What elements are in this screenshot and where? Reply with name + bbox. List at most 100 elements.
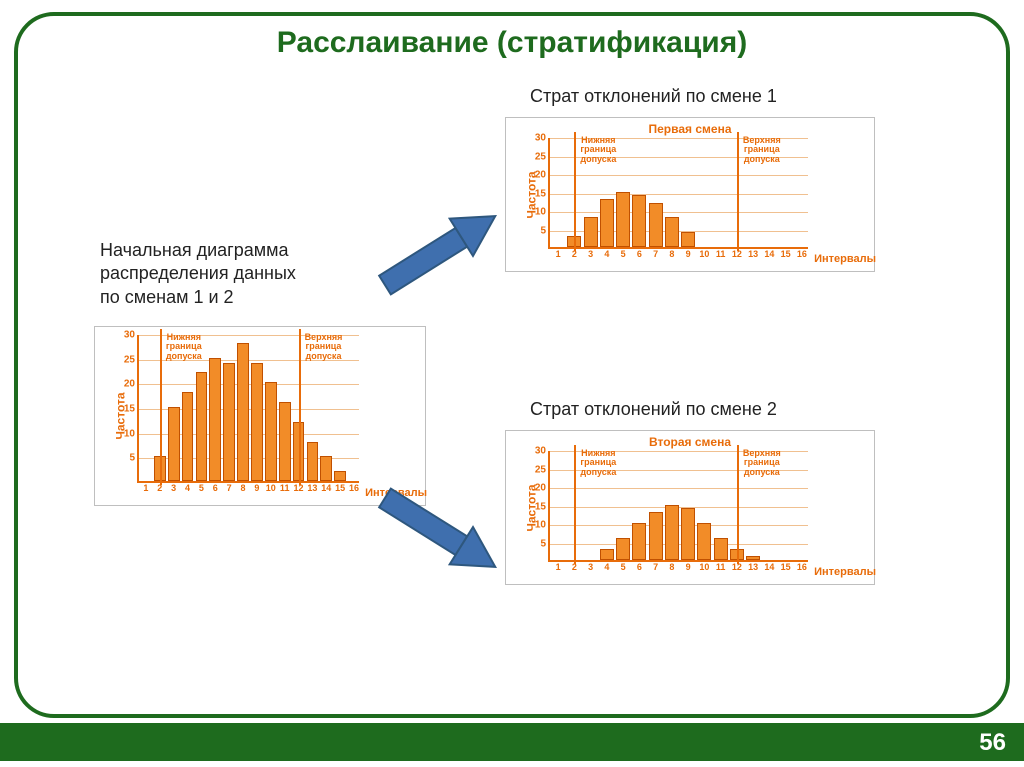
bar bbox=[649, 203, 663, 247]
ytick-label: 25 bbox=[535, 151, 550, 162]
xtick-label: 10 bbox=[266, 481, 276, 493]
bar bbox=[182, 392, 194, 481]
caption-stratum2: Страт отклонений по смене 2 bbox=[530, 398, 777, 421]
xtick-label: 5 bbox=[621, 560, 626, 572]
xtick-label: 5 bbox=[621, 247, 626, 259]
bar bbox=[665, 217, 679, 247]
xtick-label: 10 bbox=[699, 247, 709, 259]
upper-limit-label: Верхняя граница допуска bbox=[743, 449, 781, 477]
gridline bbox=[550, 544, 808, 545]
xtick-label: 9 bbox=[254, 481, 259, 493]
bar bbox=[681, 508, 695, 560]
xtick-label: 6 bbox=[213, 481, 218, 493]
bar bbox=[616, 192, 630, 248]
ytick-label: 30 bbox=[124, 330, 139, 341]
xtick-label: 13 bbox=[748, 560, 758, 572]
ytick-label: 25 bbox=[535, 464, 550, 475]
bar bbox=[307, 442, 319, 481]
bar bbox=[279, 402, 291, 481]
gridline bbox=[550, 175, 808, 176]
upper-limit-line bbox=[299, 329, 301, 485]
xtick-label: 14 bbox=[321, 481, 331, 493]
bar bbox=[681, 232, 695, 247]
lower-limit-label: Нижняя граница допуска bbox=[580, 449, 616, 477]
bar bbox=[714, 538, 728, 560]
xtick-label: 4 bbox=[604, 247, 609, 259]
page-number: 56 bbox=[979, 729, 1006, 757]
xtick-label: 8 bbox=[669, 560, 674, 572]
plot-area: 5101520253012345678910111213141516Нижняя… bbox=[548, 451, 808, 562]
gridline bbox=[550, 194, 808, 195]
xtick-label: 4 bbox=[604, 560, 609, 572]
xtick-label: 15 bbox=[781, 560, 791, 572]
bar bbox=[632, 195, 646, 247]
xtick-label: 13 bbox=[748, 247, 758, 259]
ytick-label: 10 bbox=[535, 207, 550, 218]
bar bbox=[665, 505, 679, 561]
ytick-label: 5 bbox=[129, 453, 139, 464]
gridline bbox=[550, 507, 808, 508]
caption-stratum1: Страт отклонений по смене 1 bbox=[530, 85, 777, 108]
caption-initial: Начальная диаграмма распределения данных… bbox=[100, 239, 296, 309]
bar bbox=[697, 523, 711, 560]
xtick-label: 3 bbox=[588, 560, 593, 572]
histogram-shift1: Первая смена Частота Интервалы 510152025… bbox=[505, 117, 875, 272]
histogram-shift2: Вторая смена Частота Интервалы 510152025… bbox=[505, 430, 875, 585]
bar bbox=[320, 456, 332, 481]
xtick-label: 9 bbox=[686, 247, 691, 259]
xtick-label: 16 bbox=[797, 247, 807, 259]
lower-limit-label: Нижняя граница допуска bbox=[166, 333, 202, 361]
xtick-label: 6 bbox=[637, 247, 642, 259]
lower-limit-label: Нижняя граница допуска bbox=[580, 136, 616, 164]
xtick-label: 8 bbox=[669, 247, 674, 259]
xtick-label: 6 bbox=[637, 560, 642, 572]
bar bbox=[600, 549, 614, 560]
x-axis-label: Интервалы bbox=[814, 253, 876, 265]
plot-area: 5101520253012345678910111213141516Нижняя… bbox=[137, 335, 359, 483]
xtick-label: 3 bbox=[588, 247, 593, 259]
xtick-label: 14 bbox=[764, 247, 774, 259]
gridline bbox=[139, 384, 359, 385]
xtick-label: 9 bbox=[686, 560, 691, 572]
arrow-down-right-icon bbox=[375, 478, 525, 588]
ytick-label: 10 bbox=[535, 520, 550, 531]
xtick-label: 15 bbox=[781, 247, 791, 259]
ytick-label: 20 bbox=[535, 170, 550, 181]
lower-limit-line bbox=[574, 445, 576, 564]
xtick-label: 7 bbox=[653, 247, 658, 259]
bar bbox=[600, 199, 614, 247]
upper-limit-line bbox=[737, 132, 739, 251]
bar bbox=[251, 363, 263, 481]
xtick-label: 1 bbox=[556, 247, 561, 259]
xtick-label: 1 bbox=[556, 560, 561, 572]
ytick-label: 15 bbox=[535, 188, 550, 199]
xtick-label: 7 bbox=[227, 481, 232, 493]
x-axis-label: Интервалы bbox=[814, 566, 876, 578]
bar bbox=[168, 407, 180, 481]
ytick-label: 15 bbox=[535, 501, 550, 512]
plot-area: 5101520253012345678910111213141516Нижняя… bbox=[548, 138, 808, 249]
xtick-label: 1 bbox=[143, 481, 148, 493]
bar bbox=[584, 217, 598, 247]
bar bbox=[632, 523, 646, 560]
arrow-up-right-icon bbox=[375, 195, 525, 305]
ytick-label: 5 bbox=[540, 225, 550, 236]
xtick-label: 5 bbox=[199, 481, 204, 493]
xtick-label: 16 bbox=[797, 560, 807, 572]
ytick-label: 20 bbox=[124, 379, 139, 390]
xtick-label: 3 bbox=[171, 481, 176, 493]
ytick-label: 15 bbox=[124, 404, 139, 415]
upper-limit-line bbox=[737, 445, 739, 564]
xtick-label: 10 bbox=[699, 560, 709, 572]
gridline bbox=[550, 488, 808, 489]
upper-limit-label: Верхняя граница допуска bbox=[743, 136, 781, 164]
xtick-label: 16 bbox=[349, 481, 359, 493]
bar bbox=[223, 363, 235, 481]
bar bbox=[649, 512, 663, 560]
xtick-label: 11 bbox=[280, 481, 290, 493]
xtick-label: 7 bbox=[653, 560, 658, 572]
bar bbox=[265, 382, 277, 481]
bar bbox=[616, 538, 630, 560]
xtick-label: 11 bbox=[716, 247, 726, 259]
lower-limit-line bbox=[160, 329, 162, 485]
